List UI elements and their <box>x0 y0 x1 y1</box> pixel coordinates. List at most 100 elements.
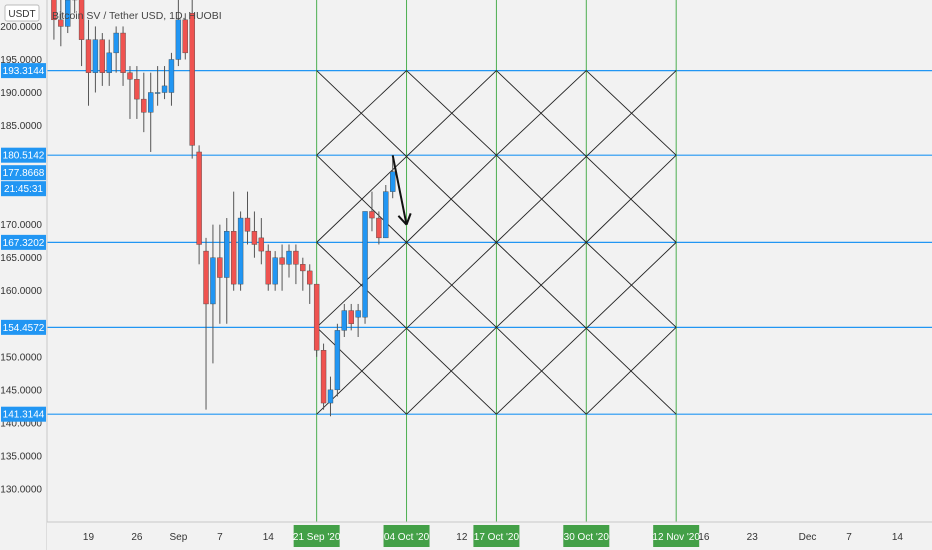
candle-body-20 <box>189 13 195 146</box>
cross-line-1 <box>316 70 497 243</box>
candles-group <box>51 0 396 417</box>
candle-body-41 <box>334 330 341 391</box>
cross-line-5 <box>316 154 407 243</box>
candle-body-40 <box>327 389 334 404</box>
price-tag-2-label: 167.3202 <box>3 238 45 249</box>
time-tag-1-box <box>383 525 430 547</box>
price-tag-3-box <box>1 319 46 335</box>
x-tick-label-3: 7 <box>217 532 223 543</box>
countdown-tag-box <box>1 181 46 197</box>
current-price-tag-label: 177.8668 <box>3 168 45 179</box>
candle-body-29 <box>251 231 258 245</box>
time-tag-3-label: 30 Oct '20 <box>564 532 610 543</box>
y-tick-label-11: 185.0000 <box>0 121 42 132</box>
candle-body-12 <box>134 79 140 100</box>
candle-body-13 <box>141 98 147 113</box>
candle-body-25 <box>224 231 230 278</box>
candle-body-21 <box>196 151 202 245</box>
candle-body-7 <box>99 39 106 73</box>
candle-body-15 <box>154 92 161 94</box>
x-tick-label-4: 14 <box>263 532 275 543</box>
cross-line-3 <box>406 70 497 156</box>
candle-body-38 <box>313 283 320 351</box>
price-tags: 193.3144 180.5142 167.3202 154.4572 141.3144… <box>1 63 46 422</box>
candle-body-32 <box>272 257 278 285</box>
candle-body-24 <box>217 257 223 278</box>
y-tick-label-7: 165.0000 <box>0 253 42 264</box>
gann-box-group <box>316 70 677 415</box>
candle-body-49 <box>390 171 396 192</box>
cross-line-13 <box>496 70 677 243</box>
candle-body-23 <box>210 257 216 305</box>
arrow-shaft <box>391 155 408 225</box>
price-axis[interactable]: 130.0000 135.0000 140.0000 145.0000 150.0000… <box>0 22 42 496</box>
candle-body-36 <box>300 264 306 272</box>
candle-body-2 <box>65 0 71 27</box>
price-tag-0-label: 193.3144 <box>3 66 45 77</box>
candle-body-19 <box>182 19 188 54</box>
candle-body-9 <box>113 32 119 54</box>
chart-title: Bitcoin SV / Tether USD, 1D, HUOBI <box>52 10 222 22</box>
cross-line-14 <box>496 70 587 156</box>
candle-body-10 <box>120 32 126 73</box>
candle-body-35 <box>293 250 299 265</box>
y-tick-label-3: 145.0000 <box>0 385 42 396</box>
cross-line-2 <box>316 70 407 156</box>
candle-body-4 <box>78 0 85 40</box>
time-tag-2-label: 17 Oct '20 <box>474 532 520 543</box>
arrow-group <box>391 155 412 226</box>
cross-line-22 <box>585 327 677 415</box>
candle-body-33 <box>279 257 285 265</box>
currency-box[interactable] <box>4 4 40 22</box>
cross-line-17 <box>496 154 587 243</box>
price-tag-3-label: 154.4572 <box>3 323 45 334</box>
x-tick-label-0: 19 <box>83 532 95 543</box>
candle-body-43 <box>348 310 354 324</box>
x-tick-label-11: Dec <box>799 532 817 543</box>
y-tick-label-4: 150.0000 <box>0 352 42 363</box>
candle-body-14 <box>148 92 154 113</box>
candle-body-37 <box>307 270 313 285</box>
y-tick-label-13: 195.0000 <box>0 55 42 66</box>
x-tick-label-13: 14 <box>892 532 904 543</box>
price-tag-4-label: 141.3144 <box>3 410 45 421</box>
price-tag-4-box <box>1 406 46 422</box>
candle-body-11 <box>127 72 133 80</box>
x-tick-label-5: 12 <box>456 532 468 543</box>
price-tag-2-box <box>1 234 46 250</box>
candle-body-34 <box>286 250 292 265</box>
cross-line-15 <box>585 70 677 156</box>
cross-line-7 <box>316 242 497 415</box>
x-tick-label-9: 16 <box>698 532 710 543</box>
y-tick-label-6: 160.0000 <box>0 286 42 297</box>
cross-line-20 <box>496 242 587 328</box>
candle-body-1 <box>58 19 64 27</box>
candle-body-28 <box>244 217 251 232</box>
arrow-head-left <box>397 215 408 226</box>
time-tag-1-label: 04 Oct '20 <box>384 532 430 543</box>
candle-body-5 <box>85 39 92 73</box>
candle-body-17 <box>168 59 175 93</box>
time-tag-4-box <box>653 525 700 547</box>
countdown-tag-label: 21:45:31 <box>4 184 43 195</box>
time-tag-2-box <box>473 525 520 547</box>
price-tag-0-box <box>1 63 46 79</box>
candle-body-45 <box>362 211 368 318</box>
y-tick-label-1: 135.0000 <box>0 451 42 462</box>
price-axis-panel <box>0 0 47 550</box>
currency-label: USDT <box>8 9 35 20</box>
x-tick-label-2: Sep <box>169 532 187 543</box>
candle-body-46 <box>369 211 375 219</box>
candle-body-26 <box>230 231 237 285</box>
cross-line-10 <box>406 327 497 415</box>
candle-body-0 <box>51 0 57 21</box>
time-tag-3-box <box>563 525 610 547</box>
cross-line-23 <box>496 327 587 415</box>
x-tick-label-12: 7 <box>846 532 852 543</box>
candle-body-30 <box>258 237 265 252</box>
candle-body-44 <box>355 310 361 318</box>
time-tag-4-label: 12 Nov '20 <box>652 532 700 543</box>
candle-body-48 <box>383 191 389 239</box>
